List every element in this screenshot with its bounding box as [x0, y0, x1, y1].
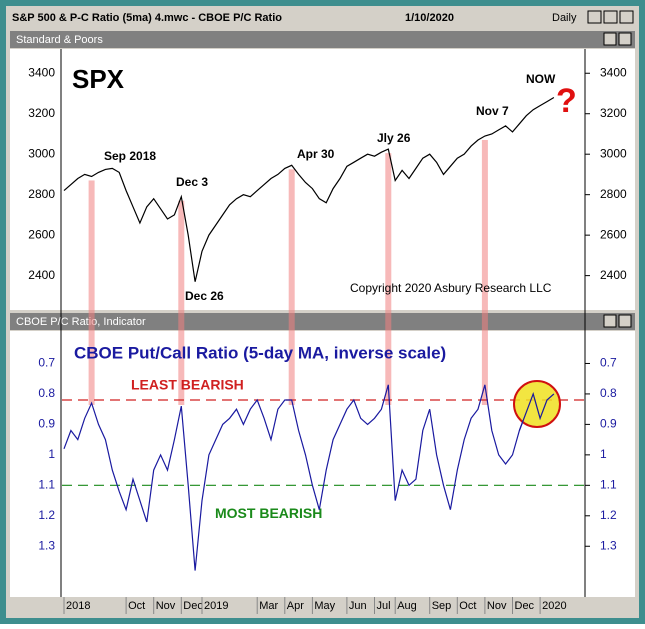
y-tick-label: 3200 — [28, 106, 55, 120]
y-tick-label: 2400 — [600, 268, 627, 282]
y-tick-label: 3400 — [600, 65, 627, 79]
highlight-bar — [481, 139, 488, 405]
panel-button[interactable] — [603, 32, 617, 46]
ratio-line-highlighted — [518, 391, 555, 431]
annotation: Jly 26 — [377, 131, 411, 145]
y-tick-label: 3000 — [600, 146, 627, 160]
x-tick-label: Dec — [515, 600, 535, 612]
y-tick-label: 1.2 — [600, 508, 617, 522]
annotation: Dec 3 — [176, 175, 208, 189]
y-tick-label: 3200 — [600, 106, 627, 120]
annotation: Sep 2018 — [104, 149, 156, 163]
x-tick-label: Jul — [377, 600, 391, 612]
y-tick-label: 1.3 — [600, 538, 617, 552]
highlight-bar — [88, 180, 95, 405]
window-period: Daily — [552, 12, 577, 24]
window-buttons[interactable] — [587, 10, 634, 24]
window-date: 1/10/2020 — [405, 12, 454, 24]
maximize[interactable] — [603, 10, 618, 24]
x-tick-label: 2018 — [66, 600, 90, 612]
x-tick-label: Oct — [128, 600, 145, 612]
annotation: NOW — [526, 72, 556, 86]
y-tick-label: 0.8 — [38, 386, 55, 400]
panel-header — [10, 313, 635, 330]
y-tick-label: 2600 — [28, 227, 55, 241]
panel-title: CBOE P/C Ratio, Indicator — [16, 316, 146, 328]
chart-title: CBOE Put/Call Ratio (5-day MA, inverse s… — [74, 343, 446, 362]
highlight-bar — [178, 200, 185, 405]
y-tick-label: 0.9 — [38, 417, 55, 431]
minimize[interactable] — [587, 10, 602, 24]
x-tick-label: Mar — [259, 600, 278, 612]
y-tick-label: 3000 — [28, 146, 55, 160]
annotation: Apr 30 — [297, 147, 335, 161]
x-tick-label: 2019 — [204, 600, 228, 612]
copyright: Copyright 2020 Asbury Research LLC — [350, 281, 552, 295]
y-tick-label: 0.8 — [600, 386, 617, 400]
reference-label: LEAST BEARISH — [131, 377, 244, 393]
x-axis-bar — [10, 597, 635, 614]
x-tick-label: Nov — [156, 600, 176, 612]
annotation: ? — [556, 82, 577, 120]
x-tick-label: Dec — [183, 600, 203, 612]
x-tick-label: Aug — [397, 600, 417, 612]
x-tick-label: 2020 — [542, 600, 566, 612]
y-tick-label: 1.1 — [38, 477, 55, 491]
chart-title: SPX — [72, 64, 125, 94]
y-tick-label: 3400 — [28, 65, 55, 79]
window-title: S&P 500 & P-C Ratio (5ma) 4.mwc - CBOE P… — [12, 12, 282, 24]
y-tick-label: 1 — [48, 447, 55, 461]
annotation: Nov 7 — [476, 104, 509, 118]
panel-button[interactable] — [618, 32, 632, 46]
close[interactable] — [619, 10, 634, 24]
ratio-line — [63, 384, 555, 571]
panel-body — [10, 331, 635, 597]
panel-title: Standard & Poors — [16, 34, 103, 46]
highlight-bar — [385, 153, 392, 405]
y-tick-label: 0.7 — [600, 356, 617, 370]
x-tick-label: Oct — [459, 600, 476, 612]
y-tick-label: 1.1 — [600, 477, 617, 491]
annotation: Dec 26 — [185, 289, 224, 303]
highlight-circle — [513, 380, 561, 428]
y-tick-label: 0.7 — [38, 356, 55, 370]
y-tick-label: 2800 — [600, 187, 627, 201]
y-tick-label: 2600 — [600, 227, 627, 241]
highlight-bar — [288, 169, 295, 405]
panel-button[interactable] — [603, 314, 617, 328]
x-tick-label: May — [314, 600, 335, 612]
y-tick-label: 2800 — [28, 187, 55, 201]
panel-button[interactable] — [618, 314, 632, 328]
reference-label: MOST BEARISH — [215, 505, 322, 521]
price-line — [63, 96, 555, 282]
x-tick-label: Apr — [287, 600, 304, 612]
y-tick-label: 1.2 — [38, 508, 55, 522]
y-tick-label: 1 — [600, 447, 607, 461]
y-tick-label: 1.3 — [38, 538, 55, 552]
x-tick-label: Jun — [349, 600, 367, 612]
panel-header — [10, 31, 635, 48]
y-tick-label: 2400 — [28, 268, 55, 282]
y-tick-label: 0.9 — [600, 417, 617, 431]
x-tick-label: Nov — [487, 600, 507, 612]
panel-body — [10, 49, 635, 310]
x-tick-label: Sep — [432, 600, 452, 612]
